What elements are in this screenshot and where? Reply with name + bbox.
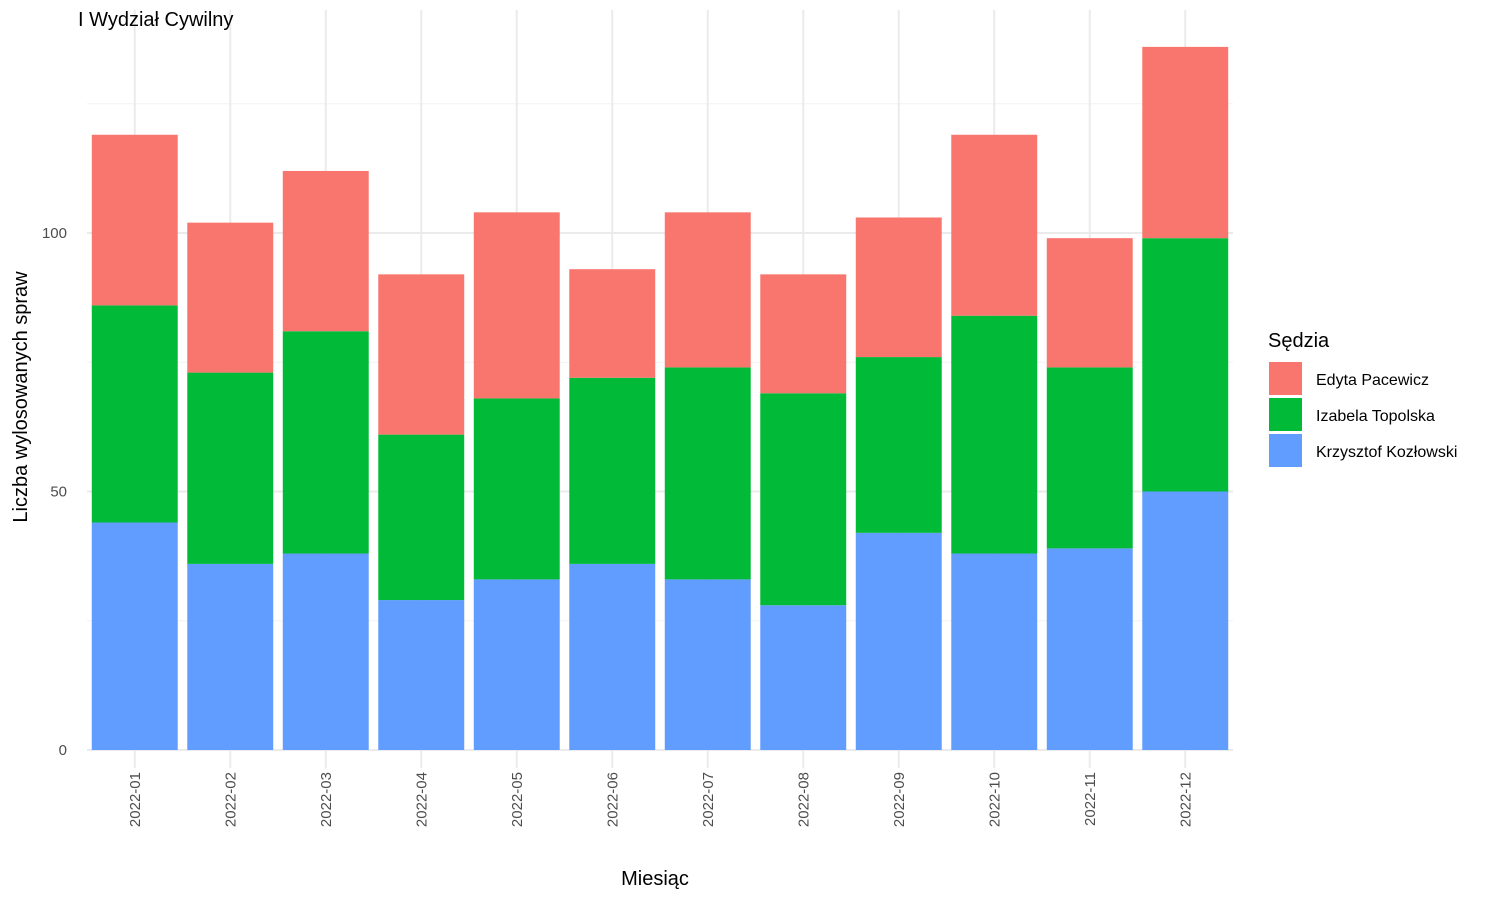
bar-segment [282,553,369,750]
bar-segment [378,274,465,435]
bar-segment [1046,238,1133,368]
bar-segment [951,553,1038,750]
legend-key [1269,434,1302,467]
bar-segment [187,222,274,373]
legend-key [1269,362,1302,395]
bar-segment [664,579,751,750]
y-tick-label: 50 [50,484,67,501]
bar-segment [569,563,656,750]
bar-segment [855,532,942,750]
x-tick-label: 2022-12 [1177,772,1194,827]
x-tick-label: 2022-03 [318,772,335,827]
legend-label: Izabela Topolska [1316,408,1435,425]
legend-key [1269,398,1302,431]
bar-segment [473,579,560,750]
bar-segment [1046,548,1133,750]
y-tick-label: 0 [59,742,67,759]
bar-segment [187,372,274,564]
bar-segment [378,434,465,601]
bar-segment [1046,367,1133,549]
bar-segment [282,170,369,332]
bars [91,46,1229,750]
legend-title: Sędzia [1268,330,1330,352]
y-axis-title: Liczba wylosowanych spraw [10,271,32,523]
x-tick-label: 2022-06 [604,772,621,827]
bar-segment [951,315,1038,554]
bar-segment [569,377,656,564]
bar-segment [473,398,560,580]
bar-segment [473,212,560,399]
bar-segment [91,305,178,523]
bar-segment [91,522,178,750]
legend-label: Edyta Pacewicz [1316,372,1429,389]
y-tick-label: 100 [42,225,67,242]
bar-segment [282,331,369,554]
x-axis-ticks: 2022-01 2022-02 2022-03 2022-04 2022-05 2022-… [127,772,1195,827]
x-tick-label: 2022-04 [413,772,430,827]
bar-segment [951,134,1038,316]
x-tick-label: 2022-05 [509,772,526,827]
bar-segment [664,212,751,368]
bar-segment [1142,238,1229,492]
x-axis-title: Miesiąc [621,868,689,890]
bar-segment [760,605,847,750]
x-tick-label: 2022-08 [795,772,812,827]
bar-segment [760,393,847,606]
x-tick-label: 2022-01 [127,772,144,827]
legend-label: Krzysztof Kozłowski [1316,444,1457,461]
bar-segment [1142,46,1229,239]
y-axis-ticks: 0 50 100 [42,225,67,759]
bar-segment [569,269,656,378]
bar-segment [760,274,847,394]
chart-title: I Wydział Cywilny [78,9,233,31]
bar-segment [187,563,274,750]
bar-segment [1142,491,1229,750]
bar-segment [91,134,178,306]
x-tick-label: 2022-10 [986,772,1003,827]
bar-segment [378,600,465,750]
x-tick-label: 2022-11 [1082,772,1099,826]
bar-segment [855,217,942,358]
bar-segment [664,367,751,580]
x-tick-label: 2022-09 [891,772,908,827]
legend: Sędzia Edyta Pacewicz Izabela Topolska Krz… [1268,330,1457,467]
x-tick-label: 2022-07 [700,772,717,827]
x-tick-label: 2022-02 [222,772,239,827]
bar-segment [855,357,942,533]
